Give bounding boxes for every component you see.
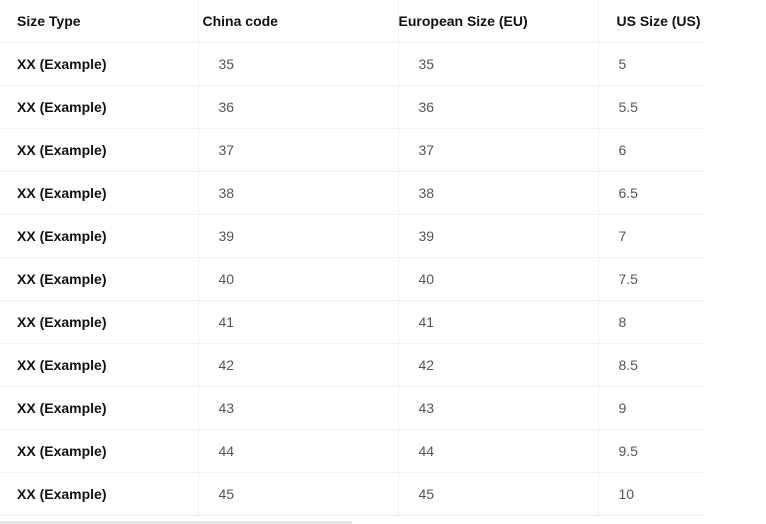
table-cell: 8 bbox=[597, 300, 706, 344]
table-cell: 37 bbox=[397, 128, 598, 172]
table-cell: 8.5 bbox=[597, 343, 706, 387]
table-cell: 35 bbox=[197, 42, 398, 86]
table-cell: 9.5 bbox=[597, 429, 706, 473]
table-row: XX (Example) 42 42 8.5 bbox=[0, 343, 706, 387]
table-cell: XX (Example) bbox=[0, 429, 198, 473]
table-cell: XX (Example) bbox=[0, 257, 198, 301]
table-cell: 6 bbox=[597, 128, 706, 172]
table-row: XX (Example) 37 37 6 bbox=[0, 128, 706, 172]
table-cell: 5.5 bbox=[597, 85, 706, 129]
table-row: XX (Example) 35 35 5 bbox=[0, 42, 706, 86]
table-row: XX (Example) 39 39 7 bbox=[0, 214, 706, 258]
table-cell: XX (Example) bbox=[0, 128, 198, 172]
table-cell: XX (Example) bbox=[0, 171, 198, 215]
header-cell: European Size (EU) bbox=[397, 0, 598, 43]
table-cell: 5 bbox=[597, 42, 706, 86]
table-cell: 41 bbox=[197, 300, 398, 344]
table-cell: 40 bbox=[397, 257, 598, 301]
table-cell: XX (Example) bbox=[0, 386, 198, 430]
table-row: XX (Example) 44 44 9.5 bbox=[0, 429, 706, 473]
header-cell: China code bbox=[197, 0, 398, 43]
table-cell: 37 bbox=[197, 128, 398, 172]
table-cell: 36 bbox=[397, 85, 598, 129]
table-cell: 35 bbox=[397, 42, 598, 86]
table-cell: 10 bbox=[597, 472, 706, 516]
table-cell: XX (Example) bbox=[0, 343, 198, 387]
table-cell: 39 bbox=[397, 214, 598, 258]
table-cell: XX (Example) bbox=[0, 85, 198, 129]
header-cell: US Size (US) bbox=[597, 0, 706, 43]
table-cell: 38 bbox=[197, 171, 398, 215]
table-cell: 44 bbox=[197, 429, 398, 473]
table-header: Size Type China code European Size (EU) US … bbox=[0, 0, 706, 43]
table-cell: 41 bbox=[397, 300, 598, 344]
table-row: XX (Example) 43 43 9 bbox=[0, 386, 706, 430]
table-cell: XX (Example) bbox=[0, 214, 198, 258]
table-cell: XX (Example) bbox=[0, 42, 198, 86]
table-cell: 40 bbox=[197, 257, 398, 301]
table-cell: 38 bbox=[397, 171, 598, 215]
header-row: Size Type China code European Size (EU) US … bbox=[0, 0, 706, 43]
size-table: Size Type China code European Size (EU) US … bbox=[0, 0, 706, 516]
table-cell: 45 bbox=[197, 472, 398, 516]
table-row: XX (Example) 36 36 5.5 bbox=[0, 85, 706, 129]
table-cell: 42 bbox=[397, 343, 598, 387]
table-cell: 36 bbox=[197, 85, 398, 129]
header-cell: Size Type bbox=[0, 0, 198, 43]
table-cell: 43 bbox=[397, 386, 598, 430]
table-cell: XX (Example) bbox=[0, 472, 198, 516]
table-cell: 43 bbox=[197, 386, 398, 430]
table-row: XX (Example) 45 45 10 bbox=[0, 472, 706, 516]
table-row: XX (Example) 41 41 8 bbox=[0, 300, 706, 344]
table-cell: 44 bbox=[397, 429, 598, 473]
table-body: XX (Example) 35 35 5 XX (Example) 36 36 5.5 XX (… bbox=[0, 42, 706, 516]
table-cell: 42 bbox=[197, 343, 398, 387]
table-cell: 39 bbox=[197, 214, 398, 258]
table-row: XX (Example) 40 40 7.5 bbox=[0, 257, 706, 301]
table-row: XX (Example) 38 38 6.5 bbox=[0, 171, 706, 215]
table-cell: 6.5 bbox=[597, 171, 706, 215]
table-cell: XX (Example) bbox=[0, 300, 198, 344]
scrollbar[interactable] bbox=[0, 521, 352, 524]
table-cell: 7 bbox=[597, 214, 706, 258]
table-cell: 45 bbox=[397, 472, 598, 516]
table-cell: 7.5 bbox=[597, 257, 706, 301]
table-cell: 9 bbox=[597, 386, 706, 430]
size-table-wrapper: Size Type China code European Size (EU) US … bbox=[0, 0, 706, 516]
